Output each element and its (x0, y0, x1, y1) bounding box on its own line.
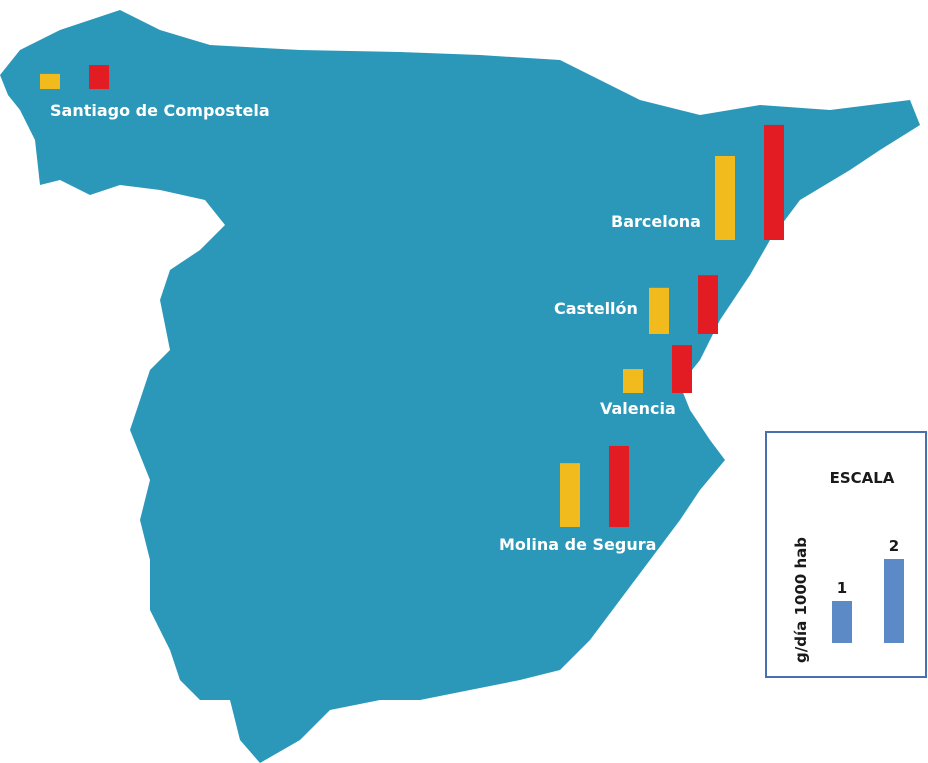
scale-value-label: 1 (837, 579, 847, 597)
spain-shape (0, 10, 920, 763)
city-bar (764, 124, 784, 240)
scale-bar (832, 601, 852, 643)
scale-value-label: 2 (889, 537, 899, 555)
city-bar (715, 156, 735, 240)
city-label: Barcelona (611, 212, 701, 231)
city-bar (698, 275, 718, 334)
city-bar (560, 463, 580, 527)
city-bar (609, 445, 629, 527)
city-bar (649, 287, 669, 334)
city-label: Santiago de Compostela (50, 101, 270, 120)
city-bar (40, 73, 60, 89)
city-bar (623, 369, 643, 393)
city-label: Valencia (600, 399, 676, 418)
scale-unit: g/día 1000 hab (792, 537, 810, 663)
city-bar (89, 65, 109, 89)
scale-bar (884, 559, 904, 643)
city-bar (672, 345, 692, 393)
city-label: Molina de Segura (499, 535, 656, 554)
city-label: Castellón (554, 299, 638, 318)
scale-title: ESCALA (830, 469, 895, 487)
